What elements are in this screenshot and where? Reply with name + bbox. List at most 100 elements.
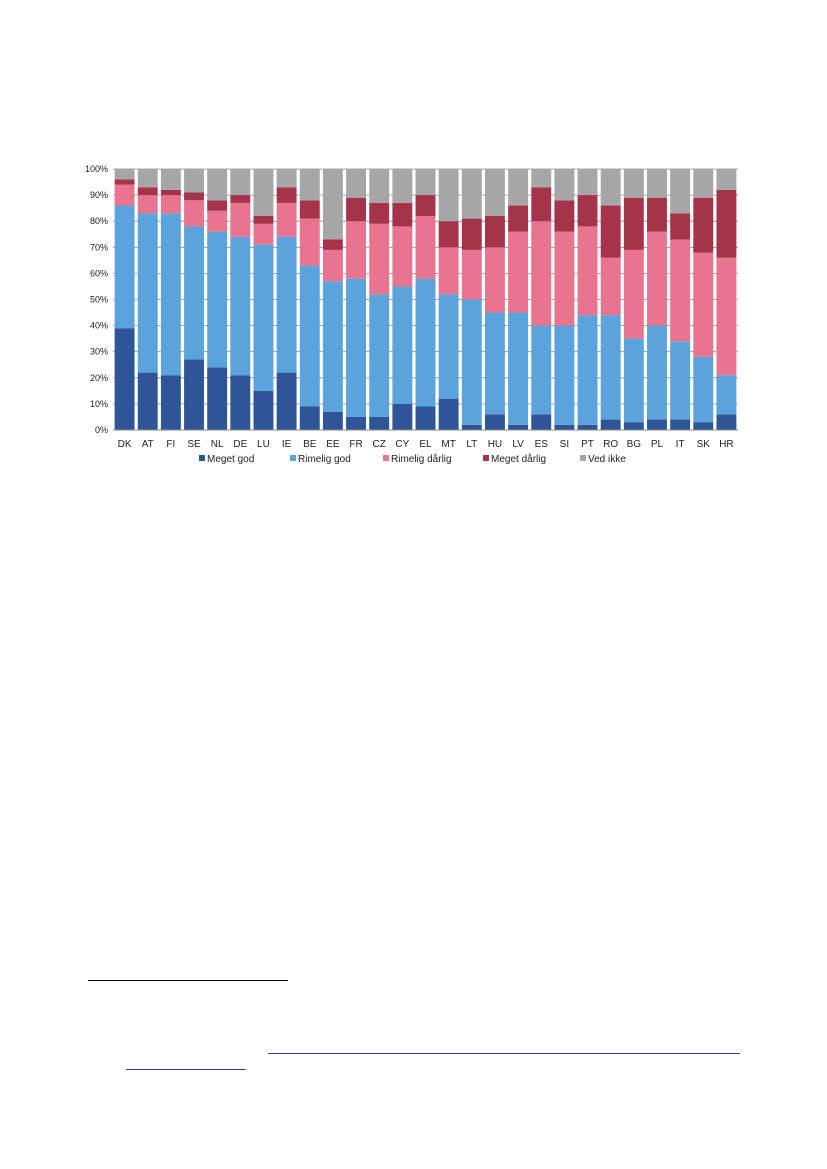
x-tick-label: HU [488, 439, 502, 450]
bar-segment [207, 231, 228, 368]
footnote-link-underline[interactable] [268, 1053, 740, 1054]
bar-segment [184, 192, 204, 201]
bar-segment [415, 215, 436, 279]
bar-segment [600, 205, 621, 258]
bar-segment [299, 218, 320, 266]
x-tick-label: LU [257, 439, 270, 450]
bar-segment [392, 202, 413, 227]
bar-segment [438, 221, 459, 248]
bar-segment [623, 338, 644, 423]
bar-segment [299, 169, 320, 201]
bar-segment [438, 294, 459, 399]
bar-segment [253, 223, 274, 245]
bar-segment [114, 184, 135, 206]
bar-segment [508, 424, 529, 430]
bar-segment [322, 249, 343, 282]
bar-segment [647, 231, 667, 326]
x-tick-label: LT [466, 439, 477, 450]
bar-segment [484, 247, 505, 313]
bar-segment [114, 179, 135, 185]
bar-segment [369, 416, 390, 430]
y-tick-label: 100% [85, 164, 108, 174]
bar-segment [600, 257, 621, 316]
bar-segment [346, 221, 367, 279]
bar-segment [369, 202, 390, 224]
bar-segment [554, 325, 575, 425]
bar-segment [415, 406, 436, 430]
legend-label: Rimelig dårlig [391, 453, 452, 465]
bar-segment [670, 213, 691, 240]
bar-segment [392, 286, 413, 404]
bar-segment [299, 265, 320, 407]
bar-segment [299, 406, 320, 430]
bar-segment [276, 202, 297, 237]
bar-segment [693, 197, 714, 253]
bar-segment [184, 169, 204, 193]
bar-segment [137, 213, 158, 373]
y-tick-label: 0% [95, 425, 108, 435]
bar-segment [461, 424, 482, 430]
bar-segment [276, 236, 297, 373]
x-tick-label: RO [603, 439, 618, 450]
bar-segment [322, 281, 343, 412]
bar-segment [184, 200, 204, 227]
bar-segment [600, 169, 621, 206]
bar-segment [623, 169, 644, 198]
y-tick-label: 30% [90, 347, 108, 357]
legend-swatch [483, 455, 489, 461]
bar-segment [461, 218, 482, 250]
legend-label: Rimelig god [298, 454, 351, 465]
bar-segment [207, 367, 228, 430]
bar-segment [230, 202, 251, 237]
bar-segment [623, 249, 644, 339]
bar-segment [253, 390, 274, 430]
bar-segment [392, 169, 413, 203]
x-tick-label: HR [719, 439, 733, 450]
bar-segment [461, 169, 482, 219]
x-tick-label: FR [349, 439, 362, 450]
bar-segment [554, 169, 575, 201]
bar-segment [508, 312, 529, 425]
bar-segment [160, 375, 181, 430]
x-axis: DK AT FI SE NL DE LU IE BE EE FR CZ CY EL MT LT HU LV ES SI… [113, 429, 738, 450]
y-tick-label: 40% [90, 321, 108, 331]
bar-segment [647, 325, 667, 420]
bar-segment [484, 215, 505, 248]
bar-segment [346, 278, 367, 417]
x-tick-label: IE [282, 439, 292, 450]
x-tick-label: DK [118, 439, 132, 450]
y-tick-label: 80% [90, 216, 108, 226]
bar-segment [531, 414, 552, 430]
footnote-link-underline-continued[interactable] [126, 1069, 246, 1070]
bar-segment [230, 375, 251, 430]
bar-segment [392, 226, 413, 287]
bar-segment [160, 213, 181, 376]
bar-segment [160, 169, 181, 190]
bar-segment [322, 411, 343, 430]
bar-segment [531, 221, 552, 326]
bar-segment [369, 223, 390, 295]
bar-segment [137, 169, 158, 188]
bar-segment [670, 169, 691, 214]
bar-segment [508, 205, 529, 232]
bar-segment [415, 169, 436, 196]
bar-segment [716, 189, 737, 258]
bar-segment [461, 299, 482, 425]
x-tick-label: EE [326, 439, 340, 450]
bar-segment [693, 169, 714, 198]
bar-segment [647, 419, 667, 430]
bar-segment [299, 200, 320, 219]
bar-segment [276, 372, 297, 430]
bar-segment [160, 189, 181, 196]
y-tick-label: 50% [90, 295, 108, 305]
bar-segment [716, 169, 737, 190]
bar-segment [184, 359, 204, 430]
bar-segment [230, 195, 251, 203]
bar-segment [207, 210, 228, 232]
bar-segment [346, 197, 367, 222]
bar-segment [716, 257, 737, 376]
legend-swatch [290, 455, 296, 461]
footnote-separator [88, 980, 288, 981]
bar-segment [438, 169, 459, 222]
